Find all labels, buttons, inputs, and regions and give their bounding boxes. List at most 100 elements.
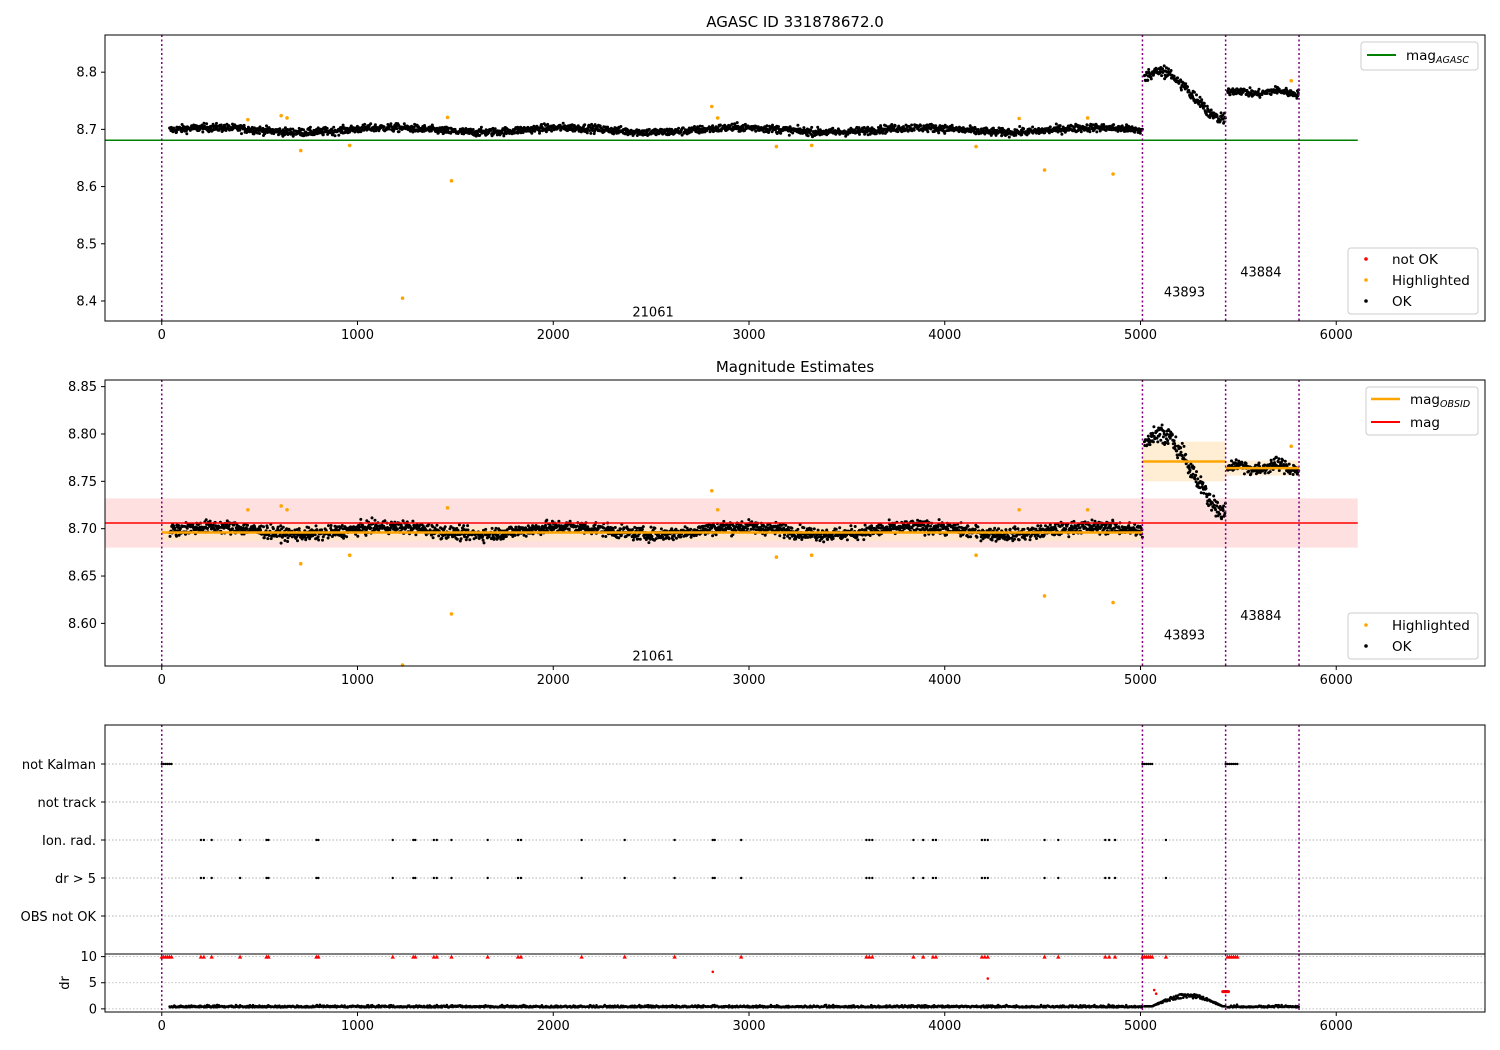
ok-point — [1195, 93, 1198, 97]
ok-point — [231, 527, 234, 531]
ok-point — [863, 523, 867, 527]
ok-point — [631, 538, 635, 542]
ok-point — [916, 518, 920, 522]
ok-point — [370, 516, 374, 520]
ok-point — [782, 536, 786, 540]
ok-point — [763, 533, 767, 537]
ok-point — [267, 534, 271, 537]
legend-highlighted-label: Highlighted — [1392, 273, 1470, 289]
ok-point — [429, 129, 433, 133]
ok-point — [1148, 443, 1152, 447]
ok-point — [466, 524, 470, 528]
ok-point — [638, 537, 642, 541]
ok-point — [1067, 535, 1071, 539]
ok-point — [395, 127, 399, 131]
ok-point — [502, 134, 506, 138]
ok-point — [402, 122, 406, 126]
ok-point — [538, 129, 542, 133]
x-tick-label: 4000 — [928, 328, 961, 343]
ok-point — [943, 131, 947, 135]
ok-point — [1018, 125, 1022, 128]
ok-point — [240, 132, 243, 136]
ok-point — [168, 534, 172, 538]
ok-point — [937, 131, 941, 135]
ok-point — [436, 131, 440, 135]
ok-point — [893, 124, 897, 128]
ok-point — [711, 124, 715, 128]
ok-point — [838, 526, 842, 530]
ok-point — [514, 525, 518, 529]
ok-point — [1008, 527, 1012, 531]
ok-point — [667, 537, 671, 541]
ok-point — [1202, 101, 1206, 105]
ok-point — [730, 122, 734, 126]
highlighted-point — [246, 117, 250, 122]
legend-not-ok-marker — [1364, 257, 1368, 261]
ok-point — [471, 128, 475, 131]
ok-point — [588, 129, 591, 133]
ok-point — [369, 122, 373, 126]
ok-point — [204, 518, 208, 522]
ok-point — [1257, 87, 1261, 91]
ok-point — [326, 536, 330, 540]
ok-point — [411, 519, 415, 523]
x-tick-label: 6000 — [1320, 328, 1353, 343]
ok-point — [1275, 91, 1279, 95]
panel2-title: Magnitude Estimates — [716, 358, 874, 376]
ok-point — [242, 123, 246, 127]
ok-point — [1228, 93, 1232, 97]
ok-point — [659, 527, 663, 531]
ok-point — [317, 538, 321, 542]
ok-point — [493, 127, 497, 131]
ok-point — [356, 534, 360, 538]
ok-point — [966, 524, 970, 528]
ok-point — [787, 133, 791, 137]
ok-point — [373, 123, 377, 127]
ok-point — [786, 525, 790, 529]
ok-point — [675, 536, 678, 540]
ok-point — [575, 524, 579, 528]
ok-point — [524, 534, 528, 538]
ok-point — [283, 539, 287, 542]
highlighted-point — [445, 115, 450, 120]
ok-point — [513, 131, 516, 135]
ok-point — [647, 541, 651, 545]
ok-point — [718, 123, 722, 127]
ok-point — [464, 538, 468, 542]
ok-point — [649, 525, 653, 529]
ok-point — [743, 122, 747, 126]
highlighted-point — [347, 143, 352, 148]
ok-point — [796, 123, 800, 127]
ok-point — [1064, 527, 1068, 531]
ok-point — [979, 539, 983, 543]
ok-point — [650, 534, 654, 538]
ok-point — [1146, 78, 1150, 82]
ok-point — [1205, 104, 1209, 108]
ok-point — [262, 525, 265, 529]
ok-point — [923, 533, 927, 537]
ok-point — [215, 121, 218, 125]
ok-point — [289, 127, 293, 131]
ok-point — [862, 538, 866, 542]
ok-point — [1013, 537, 1016, 541]
ok-point — [915, 527, 919, 531]
ok-point — [590, 122, 594, 126]
legend-highlighted-marker — [1364, 278, 1368, 282]
ok-point — [468, 538, 472, 542]
ok-point — [283, 126, 287, 130]
ok-point — [265, 526, 269, 530]
ok-point — [1204, 110, 1208, 114]
ok-point — [440, 536, 444, 540]
ok-point — [504, 535, 508, 538]
ok-point — [1162, 429, 1166, 433]
ok-point — [185, 132, 189, 136]
ok-point — [286, 540, 290, 543]
ok-point — [1160, 74, 1164, 78]
ok-point — [1192, 90, 1196, 94]
ok-point — [435, 523, 439, 527]
ok-point — [988, 527, 992, 531]
ok-point — [993, 526, 997, 530]
